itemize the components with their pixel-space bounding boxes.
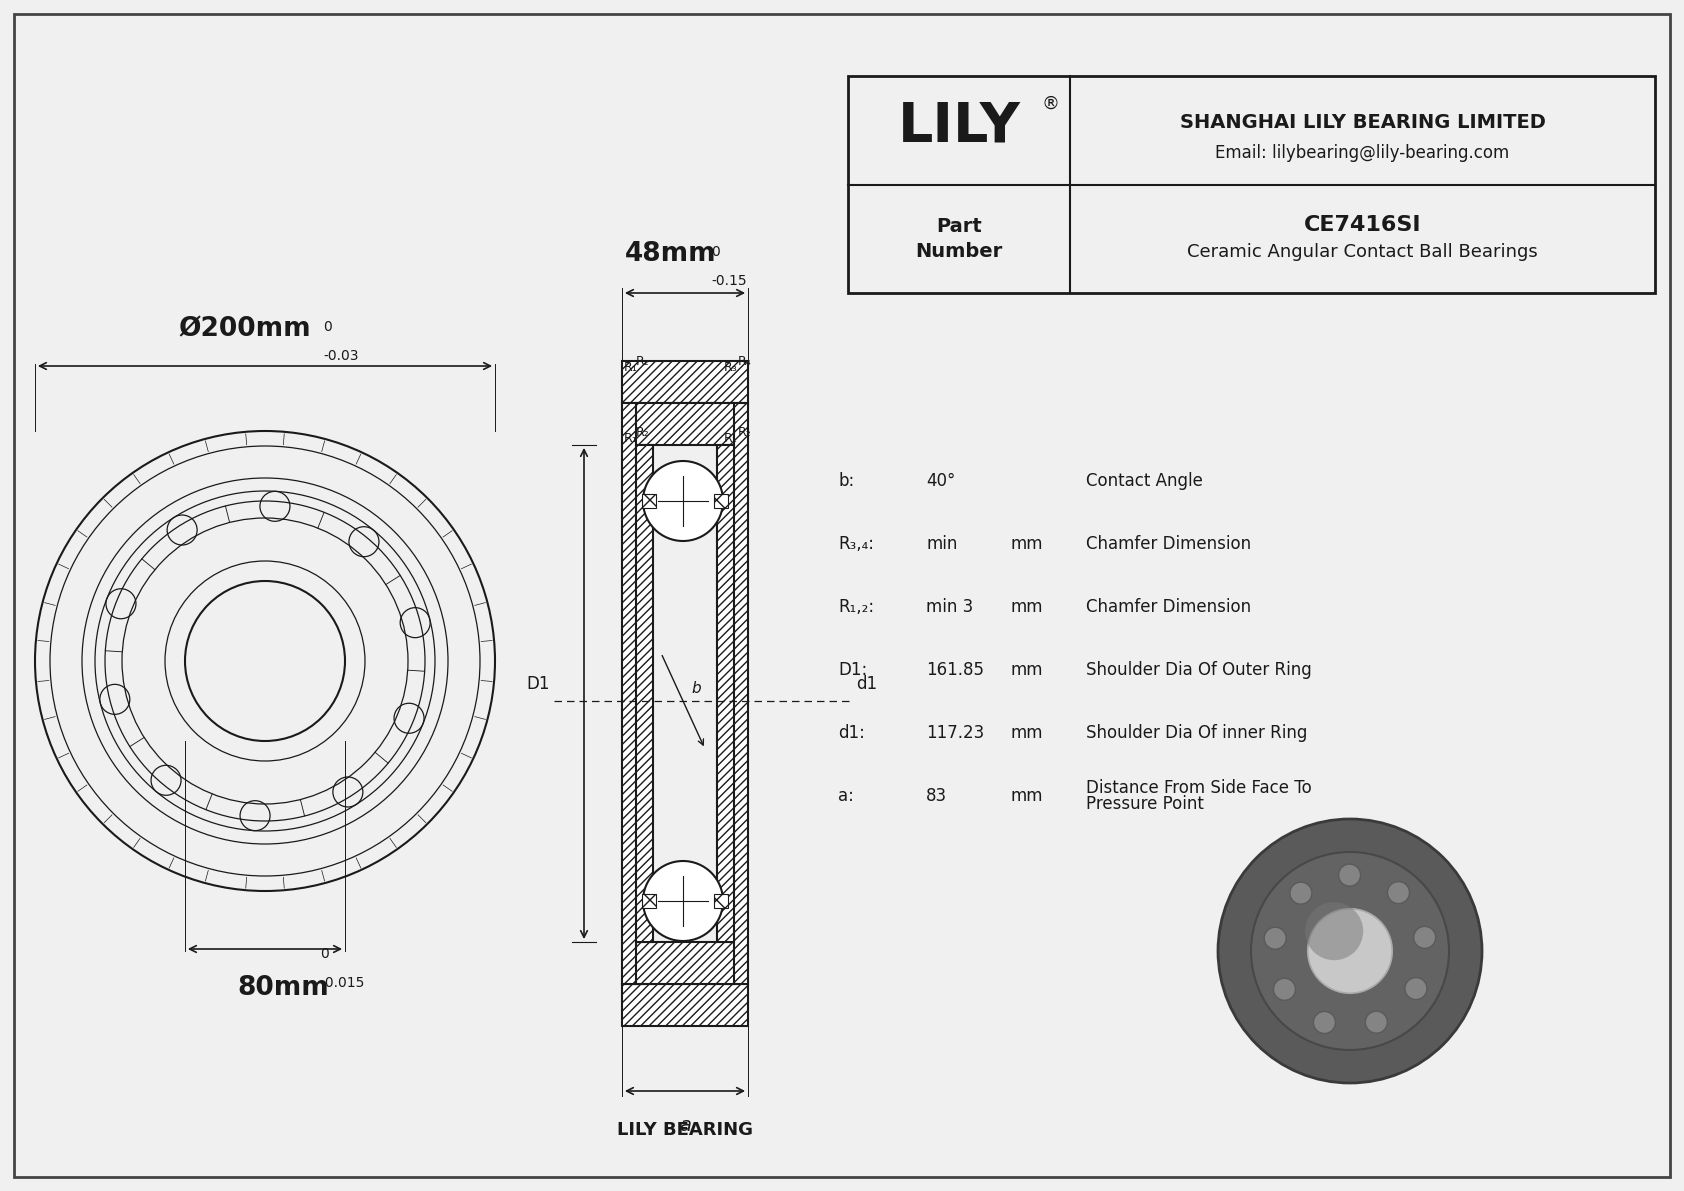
Text: min 3: min 3 [926,598,973,616]
Text: 40°: 40° [926,472,955,490]
Text: 48mm: 48mm [625,241,717,267]
Circle shape [1339,865,1361,886]
Text: R₁: R₁ [625,361,638,374]
Text: mm: mm [1010,787,1042,805]
Polygon shape [727,403,748,984]
Text: b:: b: [839,472,854,490]
Circle shape [1273,978,1295,1000]
Circle shape [1290,883,1312,904]
Text: ®: ® [1042,94,1059,112]
Text: R₃,₄:: R₃,₄: [839,535,874,553]
Text: -0.03: -0.03 [323,349,359,363]
Text: mm: mm [1010,661,1042,679]
Text: Part: Part [936,217,982,236]
Text: a:: a: [839,787,854,805]
Text: 83: 83 [926,787,946,805]
Text: R₂: R₂ [637,426,650,439]
Text: D1:: D1: [839,661,867,679]
Text: Pressure Point: Pressure Point [1086,796,1204,813]
Circle shape [1413,927,1436,948]
Text: 80mm: 80mm [237,975,328,1000]
Polygon shape [642,494,657,509]
Text: min: min [926,535,958,553]
Text: Chamfer Dimension: Chamfer Dimension [1086,598,1251,616]
Text: d1:: d1: [839,724,866,742]
Circle shape [1388,881,1410,904]
Text: Contact Angle: Contact Angle [1086,472,1202,490]
Polygon shape [717,445,734,942]
Bar [849,76,1655,293]
Text: Distance From Side Face To: Distance From Side Face To [1086,779,1312,797]
Text: 117.23: 117.23 [926,724,983,742]
Polygon shape [714,494,727,509]
Circle shape [1265,928,1287,949]
Polygon shape [642,894,657,908]
Text: d1: d1 [855,675,877,693]
Text: 161.85: 161.85 [926,661,983,679]
Text: LILY BEARING: LILY BEARING [616,1121,753,1139]
Text: R₁: R₁ [625,432,638,445]
Circle shape [1314,1011,1335,1034]
Text: R₃: R₃ [724,361,738,374]
Text: mm: mm [1010,535,1042,553]
Polygon shape [637,403,734,445]
Text: R₁: R₁ [724,432,738,445]
Circle shape [1366,1011,1388,1033]
Text: 0: 0 [320,947,328,961]
Text: a: a [679,1116,690,1135]
Circle shape [1308,909,1393,993]
Polygon shape [637,942,734,984]
Text: -0.015: -0.015 [320,975,364,990]
Text: R₄: R₄ [738,355,751,368]
Text: CE7416SI: CE7416SI [1303,214,1421,235]
Circle shape [1251,852,1448,1050]
Text: -0.15: -0.15 [711,274,746,288]
Text: LILY: LILY [898,99,1021,154]
Text: Ceramic Angular Contact Ball Bearings: Ceramic Angular Contact Ball Bearings [1187,243,1537,261]
Circle shape [643,861,722,941]
Text: D1: D1 [527,675,551,693]
Polygon shape [637,445,653,942]
Text: Email: lilybearing@lily-bearing.com: Email: lilybearing@lily-bearing.com [1216,143,1509,162]
Text: mm: mm [1010,724,1042,742]
Text: mm: mm [1010,598,1042,616]
Text: b: b [690,681,701,696]
Text: R₂: R₂ [637,355,650,368]
Text: Ø200mm: Ø200mm [179,316,312,342]
Circle shape [1218,819,1482,1083]
Text: 0: 0 [711,245,719,258]
Polygon shape [621,361,748,403]
Polygon shape [621,403,642,984]
Circle shape [643,461,722,541]
Text: R₂: R₂ [738,426,751,439]
Text: Shoulder Dia Of inner Ring: Shoulder Dia Of inner Ring [1086,724,1307,742]
Polygon shape [621,984,748,1025]
Polygon shape [714,894,727,908]
Text: 0: 0 [323,320,332,333]
Text: Number: Number [916,242,1002,261]
Text: Chamfer Dimension: Chamfer Dimension [1086,535,1251,553]
Text: R₁,₂:: R₁,₂: [839,598,874,616]
Circle shape [1404,978,1426,999]
Text: SHANGHAI LILY BEARING LIMITED: SHANGHAI LILY BEARING LIMITED [1179,113,1546,132]
Text: Shoulder Dia Of Outer Ring: Shoulder Dia Of Outer Ring [1086,661,1312,679]
Circle shape [1305,902,1364,960]
